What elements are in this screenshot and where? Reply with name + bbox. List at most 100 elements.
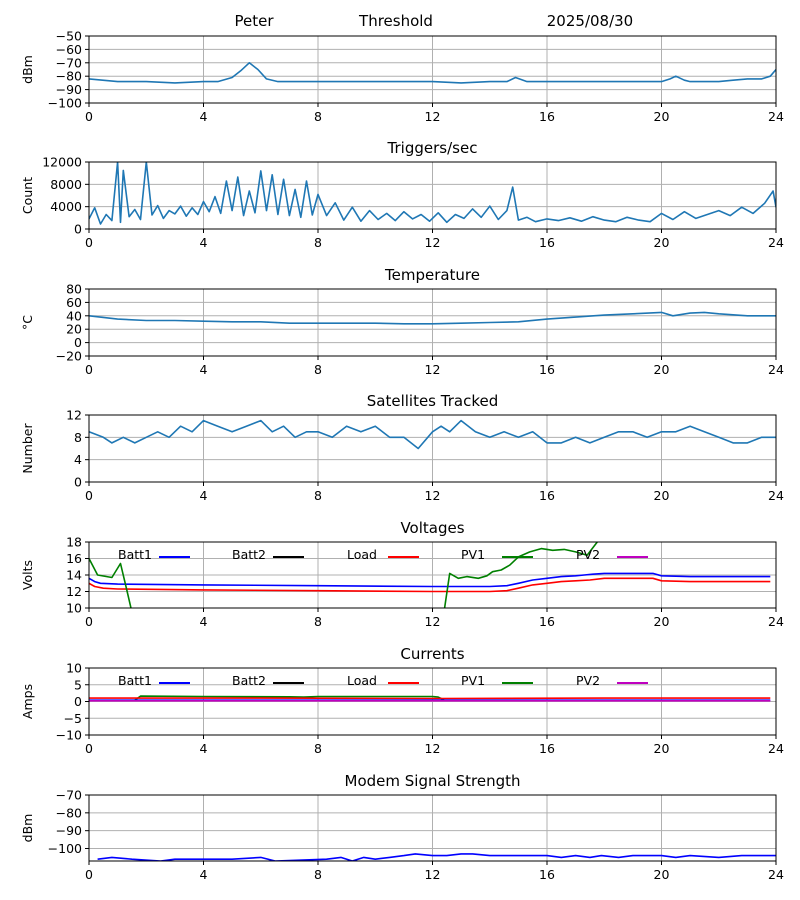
x-tick-label: 20 <box>654 109 670 124</box>
y-axis-label: dBm <box>20 55 35 84</box>
series-line-batt1 <box>89 572 771 588</box>
series-line-data <box>97 853 776 861</box>
header-mode: Threshold <box>358 12 433 30</box>
x-tick-label: 8 <box>314 235 322 250</box>
y-tick-label: 0 <box>74 335 82 350</box>
chart-panel-7: 0 4 8 12 16 20 24 −70 −80 −90 −100 Modem Signal Str… <box>20 772 784 882</box>
y-tick-label: 0 <box>74 694 82 709</box>
x-tick-label: 16 <box>539 741 555 756</box>
x-tick-label: 20 <box>654 614 670 629</box>
y-tick-label: 18 <box>66 535 82 550</box>
x-tick-label: 0 <box>85 488 93 503</box>
series-line-data <box>89 311 776 325</box>
y-tick-label: 0 <box>74 222 82 237</box>
y-tick-label: 8 <box>74 430 82 445</box>
y-tick-label: −50 <box>56 29 82 44</box>
x-tick-label: 12 <box>425 867 441 882</box>
y-axis-label: Count <box>20 177 35 214</box>
y-tick-label: 12000 <box>42 155 82 170</box>
x-tick-label: 16 <box>539 488 555 503</box>
y-tick-label: 20 <box>66 322 82 337</box>
x-tick-label: 0 <box>85 235 93 250</box>
series-group <box>89 311 776 325</box>
chart-title: Currents <box>400 645 464 663</box>
x-tick-label: 4 <box>200 867 208 882</box>
y-tick-label: 60 <box>66 295 82 310</box>
chart-title: Temperature <box>384 266 480 284</box>
x-tick-label: 4 <box>200 235 208 250</box>
y-tick-label: 5 <box>74 677 82 692</box>
x-tick-label: 8 <box>314 867 322 882</box>
series-group <box>89 61 776 84</box>
x-tick-label: 8 <box>314 488 322 503</box>
x-tick-label: 8 <box>314 614 322 629</box>
x-tick-label: 4 <box>200 488 208 503</box>
series-group <box>97 853 776 861</box>
x-tick-label: 0 <box>85 867 93 882</box>
y-tick-label: −10 <box>56 728 82 743</box>
x-tick-label: 16 <box>539 867 555 882</box>
x-tick-label: 12 <box>425 362 441 377</box>
legend-label-batt1: Batt1 <box>118 673 152 688</box>
x-tick-label: 0 <box>85 614 93 629</box>
series-group <box>89 162 776 225</box>
chart-title: Voltages <box>400 519 464 537</box>
x-tick-label: 24 <box>768 235 784 250</box>
chart-panel-1: 0 4 8 12 16 20 24 −50−60−70−80−90−100 dBm <box>20 29 784 125</box>
x-tick-label: 20 <box>654 741 670 756</box>
x-tick-label: 16 <box>539 614 555 629</box>
legend-label-pv2: PV2 <box>576 673 600 688</box>
legend-label-pv1: PV1 <box>461 547 485 562</box>
legend-label-pv2: PV2 <box>576 547 600 562</box>
x-tick-label: 4 <box>200 109 208 124</box>
x-tick-label: 24 <box>768 109 784 124</box>
x-tick-label: 24 <box>768 614 784 629</box>
x-tick-label: 24 <box>768 488 784 503</box>
y-tick-label: −20 <box>56 349 82 364</box>
x-tick-label: 0 <box>85 109 93 124</box>
x-tick-label: 12 <box>425 614 441 629</box>
chart-panel-2: 0 4 8 12 16 20 24 0 4000 8000 12000 Triggers/sec Cou… <box>20 139 784 250</box>
x-tick-label: 0 <box>85 741 93 756</box>
y-tick-label: −90 <box>56 823 82 838</box>
y-tick-label: 8000 <box>50 177 82 192</box>
y-tick-label: 4 <box>74 452 82 467</box>
header-station: Peter <box>234 12 274 30</box>
chart-title: Triggers/sec <box>387 139 478 157</box>
x-tick-label: 8 <box>314 741 322 756</box>
x-tick-label: 16 <box>539 235 555 250</box>
x-tick-label: 24 <box>768 867 784 882</box>
x-tick-label: 16 <box>539 362 555 377</box>
legend-label-load: Load <box>347 673 377 688</box>
y-tick-label: 12 <box>66 408 82 423</box>
y-axis-label: dBm <box>20 814 35 843</box>
y-tick-label: −80 <box>56 69 82 84</box>
series-line-load <box>89 577 771 593</box>
y-axis-label: Amps <box>20 684 35 719</box>
x-tick-label: 20 <box>654 488 670 503</box>
y-tick-label: −70 <box>56 55 82 70</box>
y-tick-label: −70 <box>56 788 82 803</box>
x-tick-label: 8 <box>314 109 322 124</box>
series-group <box>89 695 771 702</box>
chart-title: Satellites Tracked <box>367 392 498 410</box>
series-line-pv1 <box>89 542 599 608</box>
x-tick-label: 24 <box>768 362 784 377</box>
x-tick-label: 24 <box>768 741 784 756</box>
x-tick-label: 4 <box>200 362 208 377</box>
series-line-data <box>89 419 776 450</box>
chart-panel-4: 0 4 8 12 16 20 24 0 4 8 12 Satellites Tracked Number <box>20 392 784 503</box>
x-tick-label: 20 <box>654 362 670 377</box>
series-group <box>89 542 771 608</box>
y-tick-label: 10 <box>66 601 82 616</box>
legend-label-pv1: PV1 <box>461 673 485 688</box>
y-tick-label: 40 <box>66 308 82 323</box>
legend-label-batt2: Batt2 <box>232 547 266 562</box>
legend-label-load: Load <box>347 547 377 562</box>
y-axis-label: Volts <box>20 560 35 590</box>
x-tick-label: 12 <box>425 488 441 503</box>
x-tick-label: 0 <box>85 362 93 377</box>
